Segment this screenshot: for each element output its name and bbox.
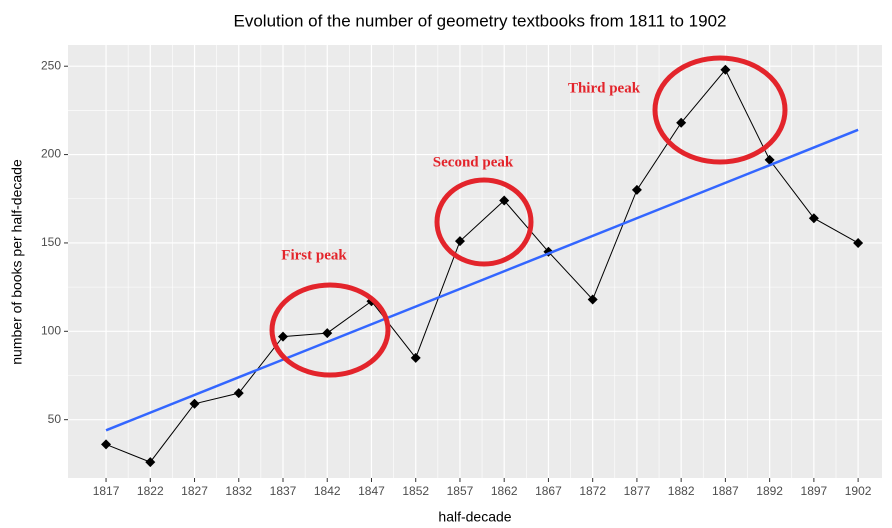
- data-point: [587, 294, 598, 305]
- x-tick-label: 1852: [402, 484, 429, 498]
- data-line: [105, 68, 859, 463]
- data-point: [233, 388, 244, 399]
- x-tick-label: 1882: [668, 484, 695, 498]
- x-tick-label: 1872: [579, 484, 606, 498]
- data-point: [808, 213, 819, 224]
- y-tick-label: 250: [41, 58, 61, 72]
- x-tick-label: 1902: [845, 484, 872, 498]
- y-tick-label: 150: [41, 235, 61, 249]
- x-tick-label: 1822: [137, 484, 164, 498]
- data-point: [322, 328, 333, 339]
- x-tick-label: 1847: [358, 484, 385, 498]
- y-tick-label: 50: [48, 412, 62, 426]
- y-tick-label: 100: [41, 323, 61, 337]
- x-tick-label: 1817: [93, 484, 120, 498]
- data-point: [631, 184, 642, 195]
- data-point: [853, 237, 864, 248]
- highlight-circle: [652, 55, 788, 165]
- x-axis-title: half-decade: [438, 509, 511, 525]
- highlight-circle: [434, 177, 534, 267]
- data-point: [720, 64, 731, 75]
- annotation: Second peak: [433, 154, 514, 170]
- y-axis-title: number of books per half-decade: [9, 159, 25, 365]
- highlight-circle: [269, 282, 391, 378]
- annotation: Third peak: [568, 80, 641, 96]
- x-tick-label: 1857: [447, 484, 474, 498]
- data-point: [499, 195, 510, 206]
- chart-title: Evolution of the number of geometry text…: [234, 11, 727, 30]
- data-point: [278, 331, 289, 342]
- x-tick-label: 1832: [225, 484, 252, 498]
- x-tick-label: 1897: [801, 484, 828, 498]
- data-point: [101, 439, 112, 450]
- x-tick-label: 1867: [535, 484, 562, 498]
- data-point: [189, 398, 200, 409]
- x-tick-label: 1887: [712, 484, 739, 498]
- y-tick-label: 200: [41, 147, 61, 161]
- data-point: [145, 457, 156, 468]
- x-tick-label: 1877: [624, 484, 651, 498]
- annotation: First peak: [281, 247, 347, 263]
- x-tick-label: 1892: [756, 484, 783, 498]
- x-tick-label: 1842: [314, 484, 341, 498]
- trend-line: [105, 128, 859, 432]
- data-point: [543, 246, 554, 257]
- x-tick-label: 1827: [181, 484, 208, 498]
- data-point: [676, 117, 687, 128]
- x-tick-label: 1862: [491, 484, 518, 498]
- data-point: [454, 236, 465, 247]
- data-point: [764, 154, 775, 165]
- data-point: [410, 352, 421, 363]
- x-tick-label: 1837: [270, 484, 297, 498]
